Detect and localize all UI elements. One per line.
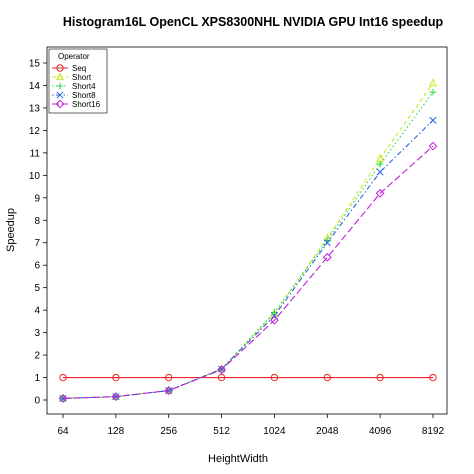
series-short16 xyxy=(58,141,438,403)
legend-marker xyxy=(55,99,65,109)
data-point xyxy=(270,373,279,382)
y-tick-label: 4 xyxy=(34,306,40,317)
y-tick-label: 3 xyxy=(34,328,40,339)
series-layer xyxy=(58,78,438,403)
legend-marker xyxy=(55,72,65,81)
y-tick-label: 10 xyxy=(29,171,41,182)
data-point xyxy=(323,239,331,247)
x-tick-label: 512 xyxy=(213,426,230,437)
x-tick-label: 4096 xyxy=(369,426,392,437)
data-point xyxy=(270,315,279,325)
plot-frame xyxy=(46,46,448,415)
legend-marker xyxy=(56,91,64,99)
legend-item: Short16 xyxy=(52,99,101,109)
legend-marker xyxy=(56,64,64,72)
legend-title: Operator xyxy=(58,52,90,61)
y-tick-label: 0 xyxy=(34,396,40,407)
data-point xyxy=(376,168,384,176)
data-point xyxy=(112,373,120,382)
y-tick-label: 12 xyxy=(29,126,41,137)
data-point xyxy=(376,373,384,382)
legend-label: Seq xyxy=(72,64,86,73)
data-point xyxy=(111,392,121,402)
legend-marker xyxy=(56,82,64,90)
series-short8 xyxy=(59,116,437,402)
x-tick-label: 8192 xyxy=(422,426,445,437)
legend-item: Short4 xyxy=(52,82,96,91)
legend-label: Short4 xyxy=(72,82,96,91)
legend-label: Short8 xyxy=(72,91,96,100)
y-tick-label: 9 xyxy=(34,193,40,204)
data-point xyxy=(322,252,332,262)
data-point xyxy=(58,394,68,403)
legend-item: Short8 xyxy=(52,91,96,100)
legend-label: Short xyxy=(72,73,92,82)
data-point xyxy=(428,141,438,151)
y-tick-label: 6 xyxy=(34,261,40,272)
y-tick-label: 5 xyxy=(34,283,40,294)
data-point xyxy=(429,116,437,124)
x-axis-label: HeightWidth xyxy=(208,453,268,465)
y-tick-label: 7 xyxy=(34,238,40,249)
data-point xyxy=(376,160,384,168)
y-tick-label: 11 xyxy=(30,148,41,159)
series-line xyxy=(62,145,434,399)
data-point xyxy=(217,373,226,382)
legend-item: Short xyxy=(52,72,92,82)
series-line xyxy=(62,91,434,399)
series-short xyxy=(58,78,438,402)
x-tick-label: 256 xyxy=(160,426,177,437)
y-tick-label: 15 xyxy=(29,59,41,70)
x-tick-label: 128 xyxy=(108,426,125,437)
y-tick-label: 1 xyxy=(34,373,40,384)
series-short4 xyxy=(59,89,437,402)
data-point xyxy=(270,312,278,320)
data-point xyxy=(429,89,437,96)
data-point xyxy=(375,188,385,198)
data-point xyxy=(217,365,226,375)
data-point xyxy=(59,373,67,382)
y-tick-label: 14 xyxy=(29,81,41,92)
x-tick-label: 1024 xyxy=(263,426,286,437)
series-line xyxy=(62,82,434,399)
chart-title: Histogram16L OpenCL XPS8300NHL NVIDIA GP… xyxy=(63,15,444,29)
x-axis: 64 128 256 512 1024 2048 4096 8192 xyxy=(57,414,445,437)
series-seq xyxy=(59,373,437,382)
data-point xyxy=(165,373,173,382)
data-point xyxy=(429,373,437,382)
legend-item: Seq xyxy=(52,64,86,73)
data-point xyxy=(428,78,438,87)
x-tick-label: 64 xyxy=(57,426,69,437)
x-tick-label: 2048 xyxy=(316,426,339,437)
legend-label: Short16 xyxy=(72,100,101,109)
data-point xyxy=(323,373,331,382)
y-axis-label: Speedup xyxy=(5,208,17,252)
y-tick-label: 13 xyxy=(29,103,41,114)
y-tick-label: 2 xyxy=(34,351,40,362)
data-point xyxy=(164,386,174,395)
y-tick-label: 8 xyxy=(34,216,40,227)
